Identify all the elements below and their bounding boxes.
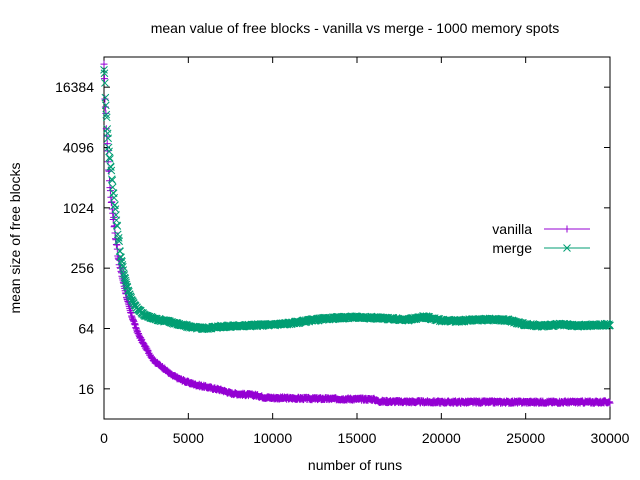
x-tick-label: 25000 <box>506 430 545 446</box>
y-tick-label: 64 <box>78 321 94 337</box>
data-point-vanilla <box>100 75 108 83</box>
data-point-merge <box>101 93 110 102</box>
legend-marker <box>563 244 571 252</box>
y-axis: 16 64 256 1024 4096 16384 <box>55 79 610 397</box>
series-vanilla <box>100 60 614 407</box>
data-point-merge <box>111 205 120 213</box>
series-merge <box>100 66 614 334</box>
data-point-merge <box>102 110 111 119</box>
data-point-merge <box>122 280 131 289</box>
data-point-merge <box>606 321 614 330</box>
legend-label: merge <box>492 240 532 256</box>
plot-border <box>103 56 611 420</box>
chart-title: mean value of free blocks - vanilla vs m… <box>151 20 560 36</box>
y-tick-label: 16384 <box>55 79 94 95</box>
data-point-merge <box>101 101 110 110</box>
data-point-merge <box>108 176 117 185</box>
x-tick-label: 5000 <box>173 430 204 446</box>
data-point-vanilla <box>606 399 614 407</box>
y-tick-label: 256 <box>71 260 95 276</box>
data-point-merge <box>107 163 115 171</box>
legend-marker <box>563 225 571 233</box>
data-point-merge <box>102 113 111 122</box>
x-axis-label: number of runs <box>308 457 402 473</box>
plot-area <box>103 56 611 420</box>
x-tick-label: 10000 <box>253 430 292 446</box>
data-point-merge <box>119 262 127 271</box>
data-point-merge <box>105 153 114 162</box>
series-layer <box>100 60 614 407</box>
x-tick-label: 30000 <box>591 430 630 446</box>
data-point-merge <box>115 237 124 246</box>
y-axis-label: mean size of free blocks <box>7 163 23 314</box>
data-point-merge <box>107 166 116 175</box>
data-point-merge <box>110 193 118 202</box>
data-point-merge <box>113 222 122 230</box>
x-tick-label: 20000 <box>422 430 461 446</box>
legend: vanilla merge <box>492 221 590 256</box>
y-tick-label: 1024 <box>63 200 94 216</box>
data-point-merge <box>100 69 109 78</box>
y-tick-label: 4096 <box>63 140 94 156</box>
data-point-merge <box>100 66 108 74</box>
legend-entry-vanilla: vanilla <box>492 221 590 237</box>
x-tick-label: 15000 <box>338 430 377 446</box>
data-point-merge <box>104 134 112 143</box>
x-axis: 0 5000 10000 15000 20000 25000 30000 <box>100 57 630 446</box>
data-point-merge <box>105 147 113 156</box>
data-point-merge <box>106 155 114 163</box>
legend-label: vanilla <box>492 221 532 237</box>
legend-entry-merge: merge <box>492 240 590 256</box>
data-point-merge <box>124 287 133 296</box>
data-point-merge <box>101 79 109 87</box>
y-tick-label: 16 <box>78 381 94 397</box>
data-point-vanilla <box>109 209 117 217</box>
data-point-merge <box>114 233 123 242</box>
x-tick-label: 0 <box>100 430 108 446</box>
data-point-vanilla <box>100 60 108 68</box>
